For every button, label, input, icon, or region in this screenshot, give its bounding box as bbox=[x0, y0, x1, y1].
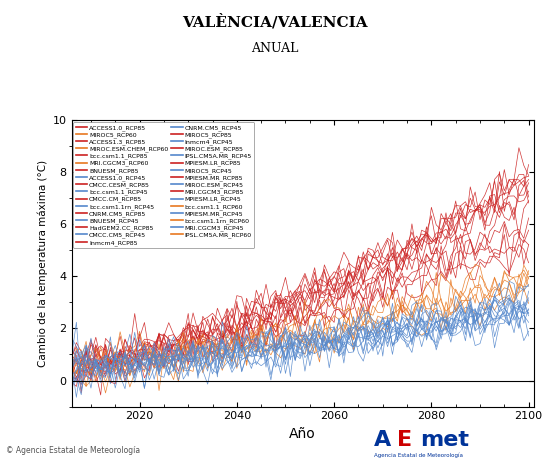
Text: © Agencia Estatal de Meteorología: © Agencia Estatal de Meteorología bbox=[6, 446, 140, 455]
Text: met: met bbox=[420, 430, 469, 450]
X-axis label: Año: Año bbox=[289, 427, 316, 441]
Text: A: A bbox=[374, 430, 391, 450]
Text: ANUAL: ANUAL bbox=[251, 42, 299, 55]
Y-axis label: Cambio de la temperatura máxima (°C): Cambio de la temperatura máxima (°C) bbox=[38, 160, 48, 367]
Text: E: E bbox=[397, 430, 412, 450]
Legend: ACCESS1.0_RCP85, MIROC5_RCP60, ACCESS1.3_RCP85, MIROC.ESM.CHEM_RCP60, bcc.csm1.1: ACCESS1.0_RCP85, MIROC5_RCP60, ACCESS1.3… bbox=[73, 122, 254, 248]
Text: VALÈNCIA/VALENCIA: VALÈNCIA/VALENCIA bbox=[182, 14, 368, 30]
Text: Agencia Estatal de Meteorología: Agencia Estatal de Meteorología bbox=[374, 452, 463, 457]
